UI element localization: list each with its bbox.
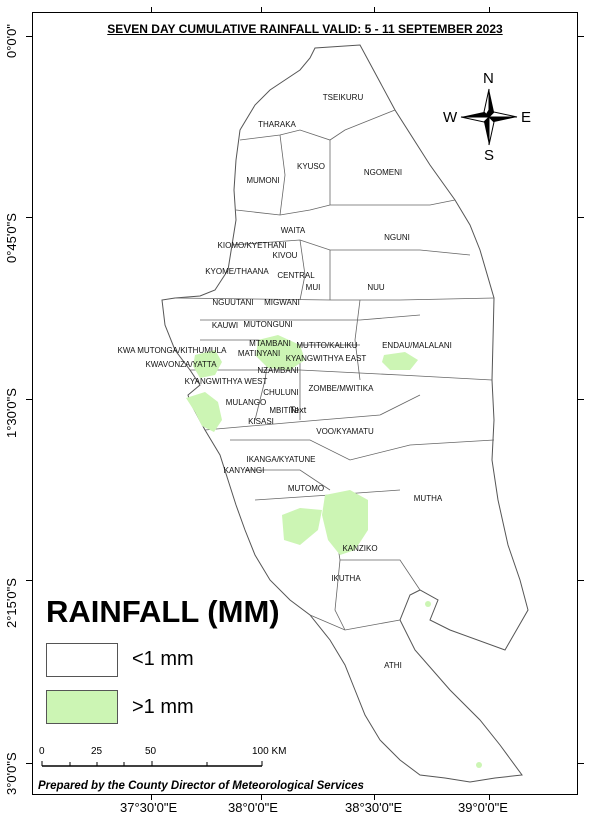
ward-label: MUMONI: [246, 176, 279, 185]
lat-tick: [26, 36, 32, 37]
legend-label-above: >1 mm: [132, 696, 194, 718]
rain-area: [282, 508, 322, 545]
ward-label: WAITA: [281, 226, 306, 235]
lon-tick: [261, 795, 262, 800]
lat-tick-right: [578, 217, 584, 218]
ward-label: MULANGO: [226, 398, 266, 407]
lat-tick: [26, 763, 32, 764]
lat-tick-right: [578, 580, 584, 581]
lat-tick: [26, 399, 32, 400]
ward-label: KANYANGI: [224, 466, 265, 475]
ward-label: IKANGA/KYATUNE: [246, 455, 315, 464]
rain-area: [476, 762, 482, 768]
ward-label: KANZIKO: [342, 544, 377, 553]
scale-bar: [41, 761, 263, 767]
lon-tick: [489, 795, 490, 800]
legend-swatch-above: [46, 690, 118, 724]
ward-label: MUTHA: [414, 494, 443, 503]
lon-tick-top: [261, 7, 262, 12]
ward-label: MUTITO/KALIKU: [296, 341, 357, 350]
ward-label: KYANGWITHYA WEST: [185, 377, 268, 386]
lat-tick: [26, 217, 32, 218]
ward-label: MUTONGUNI: [243, 320, 292, 329]
rain-area: [193, 350, 222, 378]
ward-label: THARAKA: [258, 120, 296, 129]
rain-area: [322, 490, 368, 555]
rain-area: [256, 335, 305, 370]
ward-label: MATINYANI: [238, 349, 280, 358]
ward-label: NZAMBANI: [257, 366, 298, 375]
lon-label-2: 38°30'0"E: [345, 800, 403, 815]
ward-label: ENDAU/MALALANI: [382, 341, 452, 350]
lat-tick-right: [578, 399, 584, 400]
legend-title: RAINFALL (MM): [46, 594, 280, 629]
lon-tick-top: [374, 7, 375, 12]
rainfall-areas: [186, 335, 482, 768]
ward-label: MTAMBANI: [249, 339, 291, 348]
ward-label: NGUNI: [384, 233, 410, 242]
legend-label-below: <1 mm: [132, 648, 194, 670]
ward-label: KYOME/THAANA: [205, 267, 269, 276]
scale-label-50: 50: [145, 746, 157, 757]
lon-tick-top: [151, 7, 152, 12]
ward-label: KIVOU: [273, 251, 298, 260]
ward-label: NGOMENI: [364, 168, 402, 177]
ward-label: Text: [290, 405, 307, 415]
lon-tick: [374, 795, 375, 800]
lon-label-1: 38°0'0"E: [228, 800, 278, 815]
compass-s: S: [484, 147, 495, 164]
compass-w: W: [443, 109, 458, 126]
lon-label-3: 39°0'0"E: [458, 800, 508, 815]
ward-label: KYUSO: [297, 162, 325, 171]
ward-label: IKUTHA: [331, 574, 361, 583]
ward-label: NUU: [367, 283, 385, 292]
ward-label: ZOMBE/MWITIKA: [309, 384, 375, 393]
ward-labels: TSEIKURU THARAKA KYUSO NGOMENI MUMONI WA…: [118, 93, 452, 670]
ward-boundaries: [174, 109, 495, 631]
lat-tick-right: [578, 763, 584, 764]
scale-label-0: 0: [39, 746, 45, 757]
ward-label: KYANGWITHYA EAST: [286, 354, 367, 363]
rain-area: [425, 601, 431, 607]
lon-label-0: 37°30'0"E: [120, 800, 178, 815]
ward-label: NGUUTANI: [212, 298, 253, 307]
lat-tick-right: [578, 36, 584, 37]
ward-label: VOO/KYAMATU: [316, 427, 374, 436]
ward-label: MIGWANI: [264, 298, 300, 307]
ward-label: KAUWI: [212, 321, 238, 330]
ward-label: MUI: [306, 283, 321, 292]
rain-area: [382, 352, 418, 370]
ward-label: TSEIKURU: [323, 93, 364, 102]
lat-tick: [26, 580, 32, 581]
scale-label-25: 25: [91, 746, 103, 757]
rain-area: [186, 392, 222, 432]
ward-label: KISASI: [248, 417, 274, 426]
ward-label: ATHI: [384, 661, 402, 670]
ward-label: MUTOMO: [288, 484, 324, 493]
lon-tick-top: [489, 7, 490, 12]
ward-label: KWA MUTONGA/KITHUMULA: [118, 346, 228, 355]
compass-e: E: [521, 109, 532, 126]
map-title: SEVEN DAY CUMULATIVE RAINFALL VALID: 5 -…: [107, 22, 503, 36]
ward-label: CHULUNI: [263, 388, 299, 397]
compass-rose: [460, 88, 518, 146]
ward-label: MBITINI: [269, 406, 298, 415]
lon-tick: [151, 795, 152, 800]
legend-swatch-below: [46, 643, 118, 677]
ward-label: KIOMO/KYETHANI: [218, 241, 287, 250]
ward-label: CENTRAL: [277, 271, 315, 280]
credit-text: Prepared by the County Director of Meteo…: [38, 780, 364, 792]
ward-label: KWAVONZA/YATTA: [145, 360, 217, 369]
scale-label-100: 100 KM: [252, 746, 287, 757]
county-outline: [161, 44, 529, 783]
compass-n: N: [483, 70, 494, 87]
